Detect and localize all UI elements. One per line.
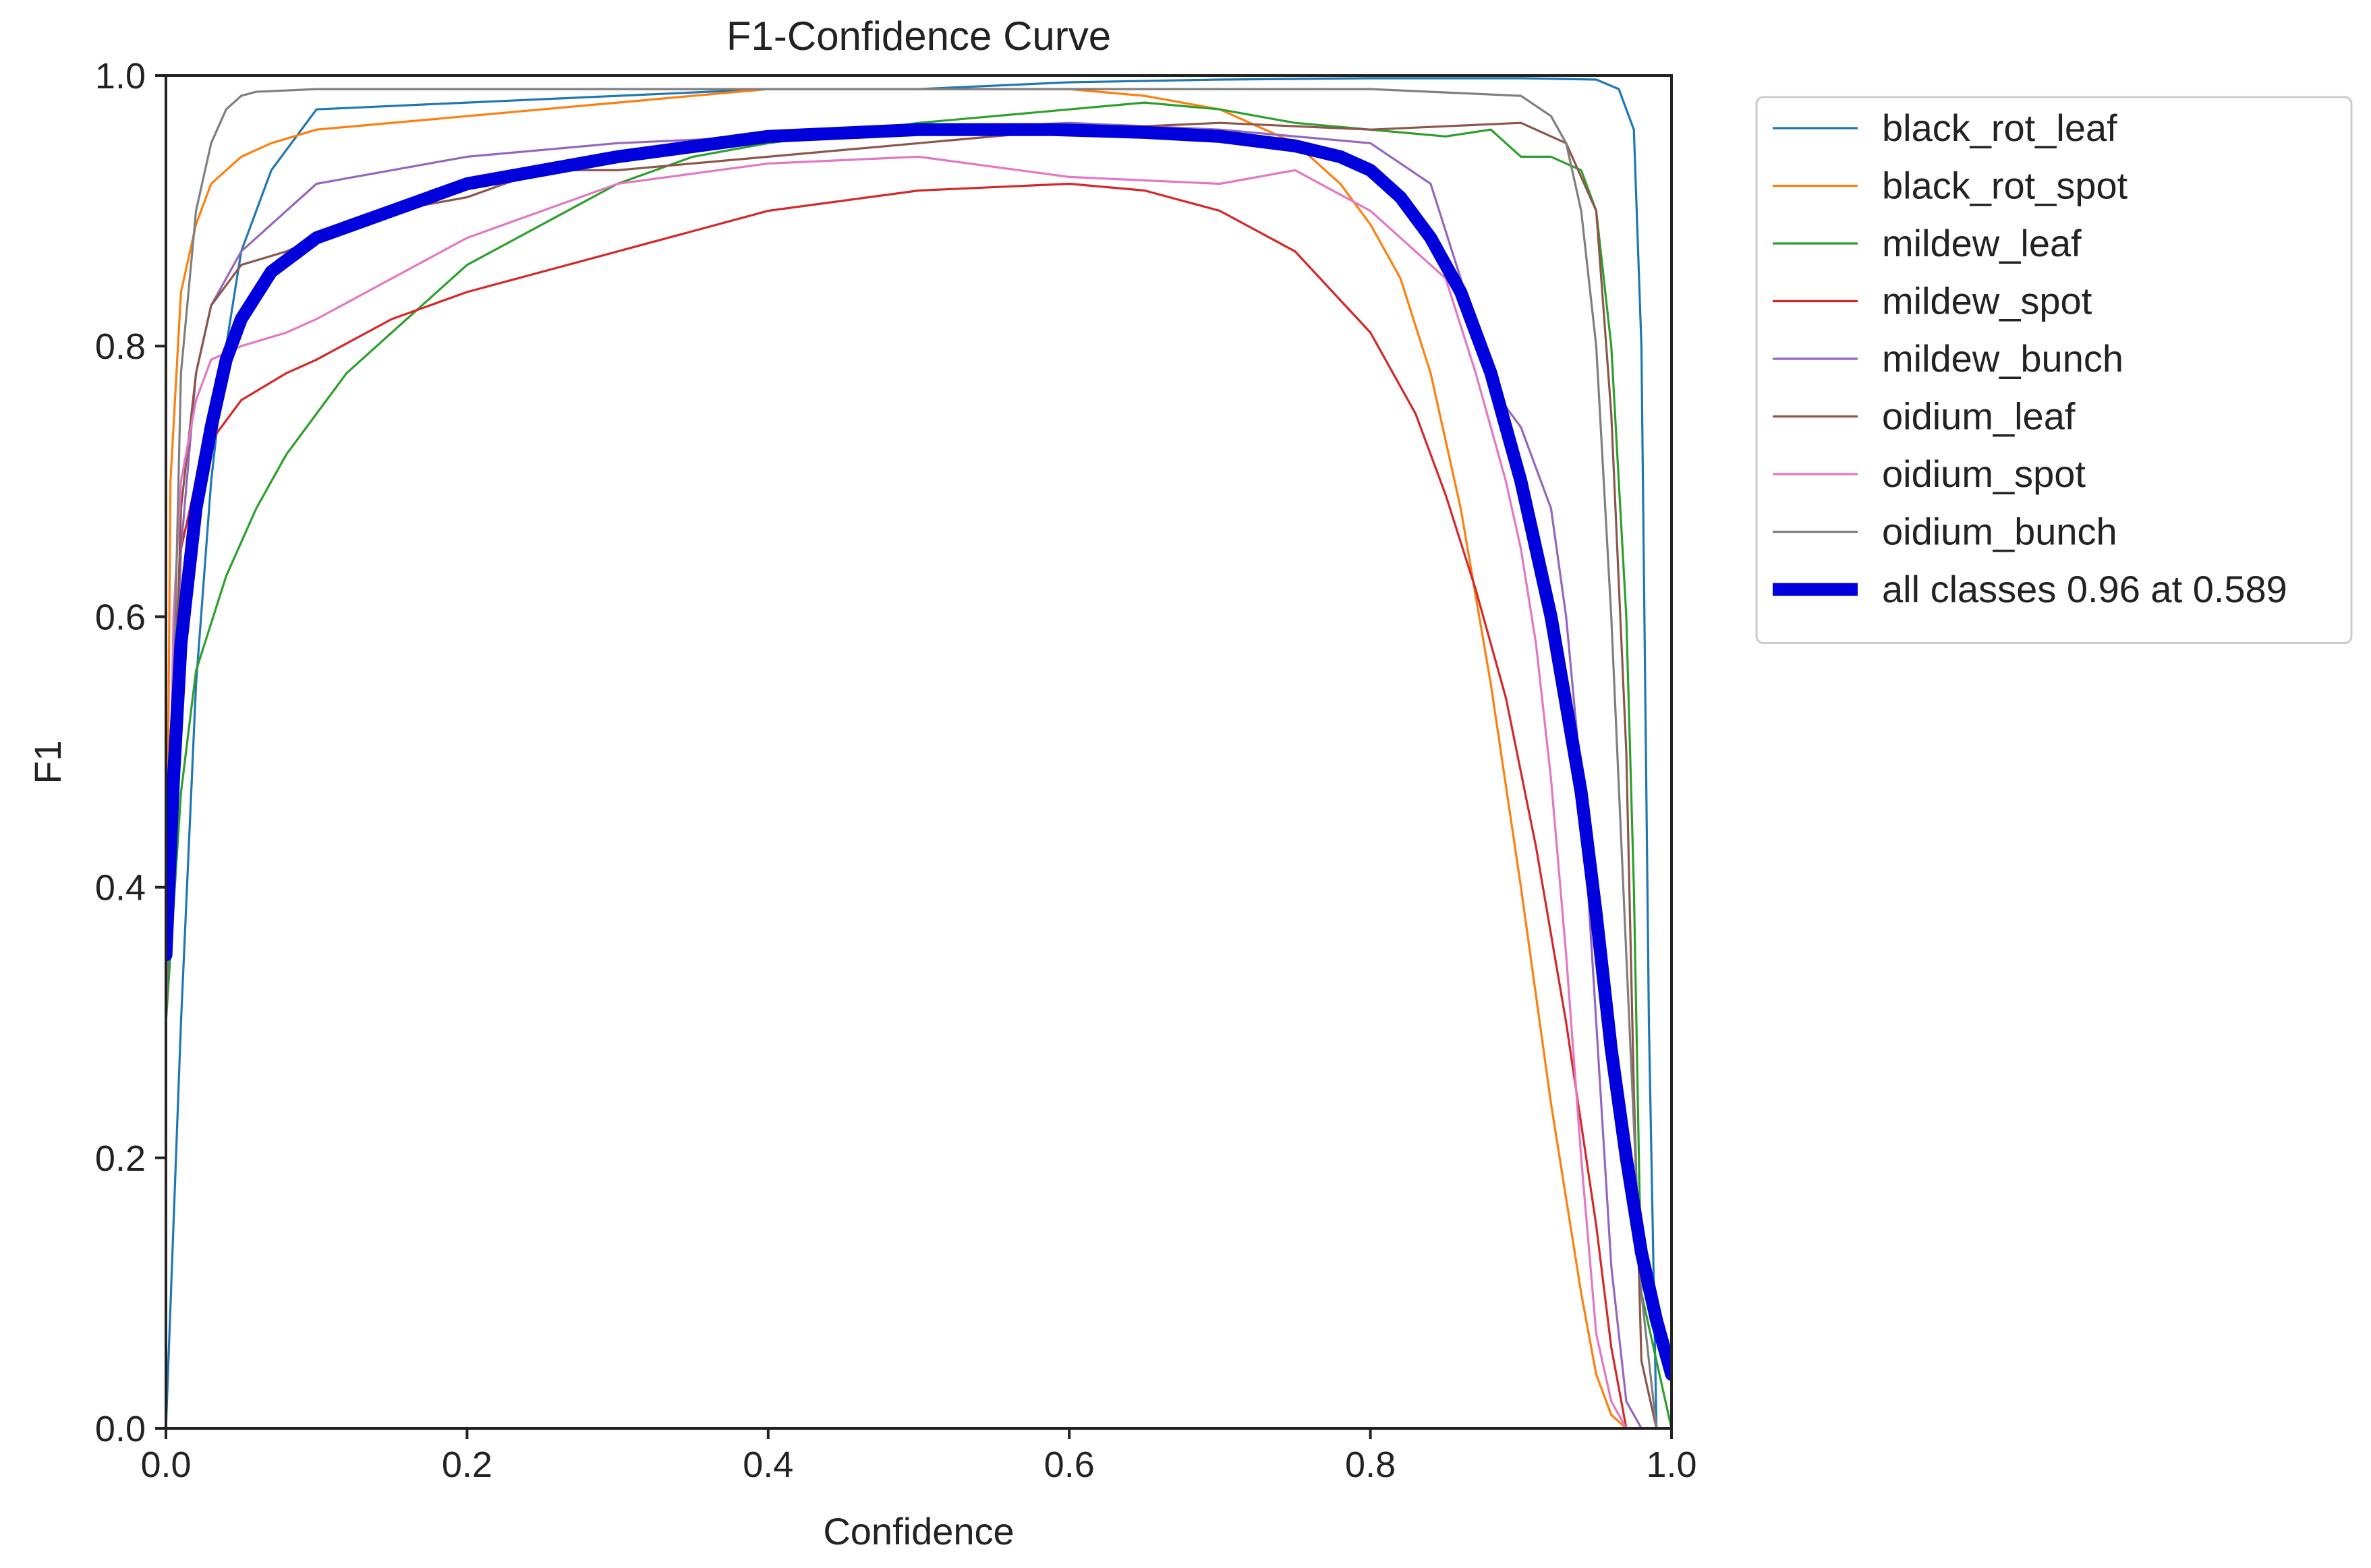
legend-label-7: oidium_bunch bbox=[1882, 511, 2117, 553]
legend-label-5: oidium_leaf bbox=[1882, 395, 2076, 438]
y-tick-label: 0.0 bbox=[95, 1409, 146, 1449]
legend-label-1: black_rot_spot bbox=[1882, 165, 2128, 207]
legend-label-4: mildew_bunch bbox=[1882, 337, 2123, 380]
chart-title: F1-Confidence Curve bbox=[726, 13, 1111, 59]
x-tick-label: 0.6 bbox=[1044, 1445, 1095, 1485]
x-axis-title: Confidence bbox=[823, 1510, 1014, 1552]
legend-label-6: oidium_spot bbox=[1882, 453, 2086, 495]
legend-label-8: all classes 0.96 at 0.589 bbox=[1882, 568, 2287, 610]
x-tick-label: 0.0 bbox=[140, 1445, 191, 1485]
y-tick-label: 0.6 bbox=[95, 597, 146, 637]
series-line-4 bbox=[166, 121, 1672, 1428]
series-line-3 bbox=[166, 182, 1672, 1428]
plot-frame bbox=[165, 74, 1673, 1430]
y-axis-title: F1 bbox=[26, 740, 69, 784]
legend-box bbox=[1755, 96, 2353, 644]
y-tick-label: 0.4 bbox=[95, 868, 146, 908]
series-line-7 bbox=[166, 88, 1672, 1428]
x-tick-label: 0.4 bbox=[743, 1445, 793, 1485]
legend-label-0: black_rot_leaf bbox=[1882, 107, 2117, 149]
x-tick-label: 0.8 bbox=[1345, 1445, 1396, 1485]
legend-label-2: mildew_leaf bbox=[1882, 222, 2082, 264]
x-tick-label: 0.2 bbox=[442, 1445, 492, 1485]
legend: black_rot_leaf black_rot_spot mildew_leafm… bbox=[1755, 96, 2353, 644]
legend-label-3: mildew_spot bbox=[1882, 280, 2092, 322]
y-tick-label: 0.2 bbox=[95, 1138, 146, 1179]
series-line-1 bbox=[166, 88, 1672, 1428]
series-line-8 bbox=[166, 123, 1672, 1381]
x-tick-label: 1.0 bbox=[1646, 1445, 1696, 1485]
y-tick-label: 1.0 bbox=[95, 56, 146, 96]
series-line-5 bbox=[166, 121, 1672, 1428]
y-tick-label: 0.8 bbox=[95, 326, 146, 367]
